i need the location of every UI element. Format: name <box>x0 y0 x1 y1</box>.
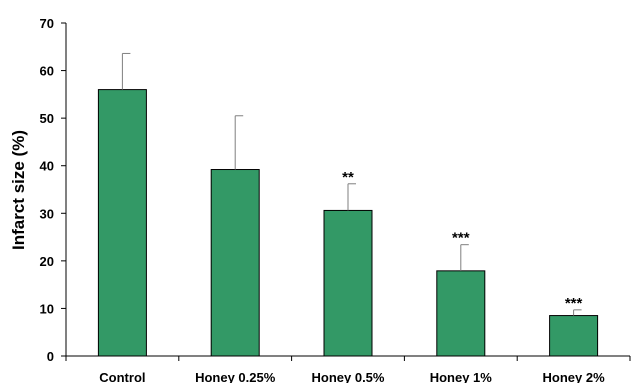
y-tick-label: 0 <box>47 349 54 364</box>
x-tick-label: Honey 2% <box>543 370 606 383</box>
bar <box>97 89 147 357</box>
significance-marker: *** <box>452 230 470 247</box>
x-tick-label: Honey 0.5% <box>312 370 385 383</box>
y-axis: 0 10 20 30 40 50 60 70 <box>40 16 67 364</box>
bar <box>549 315 599 357</box>
x-tick-label: Control <box>99 370 145 383</box>
significance-marker: ** <box>342 169 354 186</box>
y-tick-label: 70 <box>40 16 54 31</box>
bars: ******** <box>97 52 599 357</box>
bar <box>210 169 260 357</box>
y-tick-label: 10 <box>40 301 54 316</box>
x-axis: Control Honey 0.25% Honey 0.5% Honey 1% Hone… <box>65 355 631 383</box>
x-tick-label: Honey 1% <box>430 370 493 383</box>
y-tick-label: 50 <box>40 111 54 126</box>
y-tick-label: 60 <box>40 64 54 79</box>
y-axis-label: Infarct size (%) <box>9 130 28 250</box>
x-tick-label: Honey 0.25% <box>195 370 276 383</box>
significance-marker: *** <box>565 295 583 312</box>
bar <box>323 209 373 357</box>
y-tick-label: 30 <box>40 206 54 221</box>
y-tick-label: 20 <box>40 254 54 269</box>
y-tick-label: 40 <box>40 159 54 174</box>
bar <box>436 270 486 357</box>
